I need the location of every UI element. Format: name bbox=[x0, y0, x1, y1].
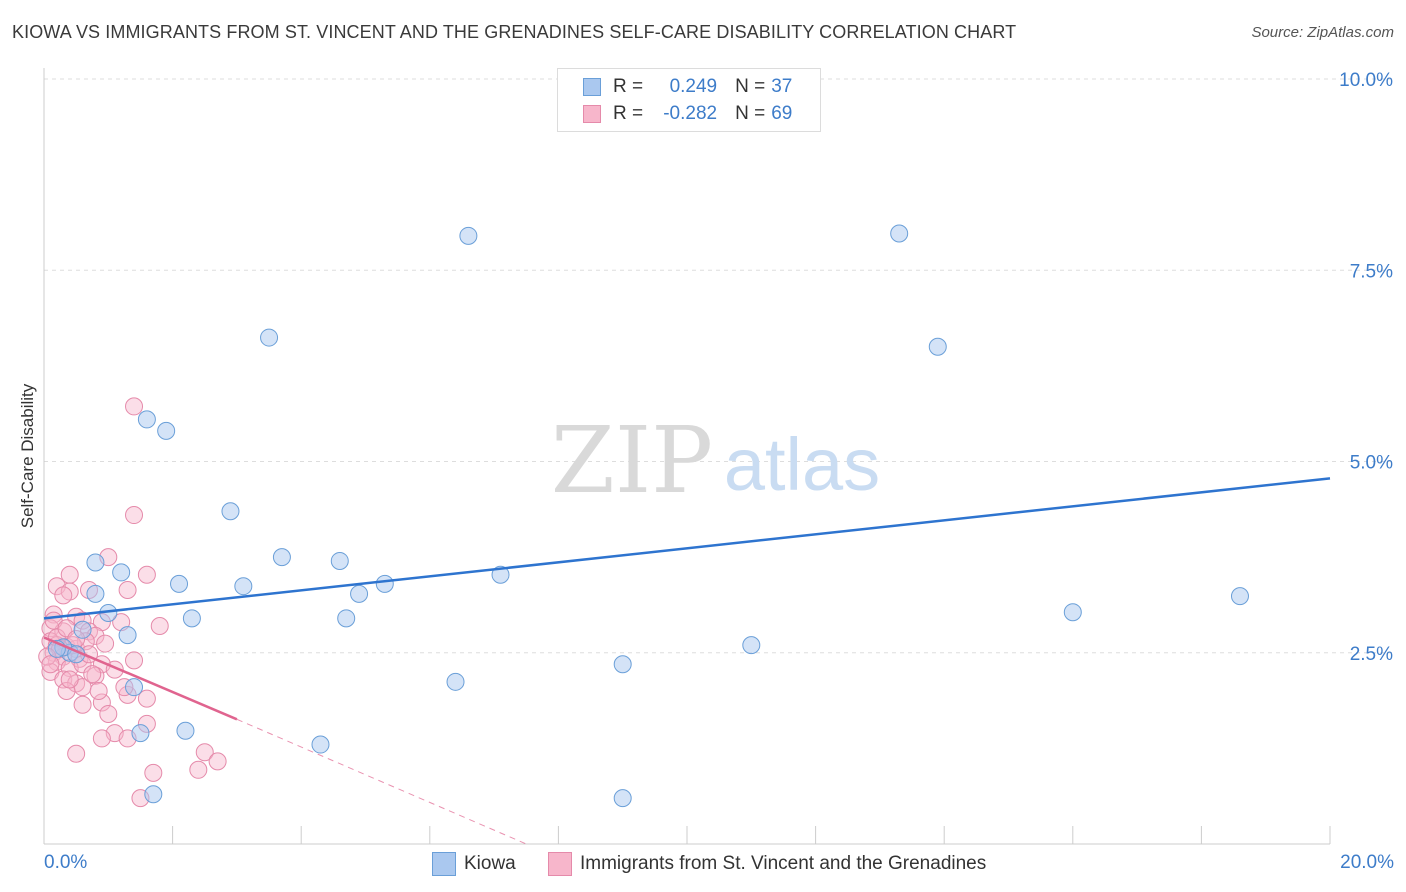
svg-point bbox=[208, 752, 227, 771]
kiowa-point bbox=[131, 724, 150, 743]
trend-lines bbox=[43, 477, 1331, 845]
source-label: Source: ZipAtlas.com bbox=[1251, 24, 1394, 41]
watermark-zip: ZIP bbox=[551, 407, 713, 514]
legend-item-kiowa[interactable]: Kiowa bbox=[432, 852, 516, 876]
svg-point bbox=[60, 670, 79, 689]
y-tick-label: 7.5% bbox=[1350, 261, 1393, 282]
kiowa-point bbox=[890, 224, 909, 243]
legend-kiowa-label: Kiowa bbox=[464, 853, 516, 874]
kiowa-point bbox=[137, 410, 156, 429]
watermark: ZIP atlas bbox=[551, 407, 880, 514]
svg-trend-line bbox=[43, 636, 238, 721]
legend-item-svg[interactable]: Immigrants from St. Vincent and the Gren… bbox=[548, 852, 986, 876]
svg-n-value: 69 bbox=[771, 103, 793, 124]
svg-point bbox=[144, 763, 163, 782]
stats-box: R = 0.249 N = 37 R = -0.282 N = 69 bbox=[557, 68, 821, 132]
kiowa-point bbox=[272, 548, 291, 567]
x-tick-label-max: 20.0% bbox=[1340, 852, 1394, 873]
svg-point bbox=[125, 397, 144, 416]
kiowa-point bbox=[928, 337, 947, 356]
kiowa-point bbox=[234, 577, 253, 596]
svg-point bbox=[83, 665, 102, 684]
kiowa-point bbox=[182, 609, 201, 628]
svg-point bbox=[150, 616, 169, 635]
series-kiowa-points bbox=[47, 224, 1249, 808]
y-tick-label: 5.0% bbox=[1350, 453, 1393, 474]
kiowa-point bbox=[144, 785, 163, 804]
legend: Kiowa Immigrants from St. Vincent and th… bbox=[0, 852, 1406, 876]
kiowa-point bbox=[221, 502, 240, 521]
stats-row-svg: R = -0.282 N = 69 bbox=[558, 102, 792, 126]
svg-point bbox=[118, 581, 137, 600]
kiowa-point bbox=[446, 672, 465, 691]
kiowa-point bbox=[491, 565, 510, 584]
svg-point bbox=[89, 682, 108, 700]
svg-point bbox=[86, 666, 105, 685]
svg-trend-extension bbox=[236, 718, 527, 845]
kiowa-point bbox=[337, 609, 356, 628]
legend-svg-label: Immigrants from St. Vincent and the Gren… bbox=[580, 853, 987, 874]
svg-point bbox=[99, 704, 118, 723]
svg-point bbox=[137, 689, 156, 708]
kiowa-point bbox=[73, 620, 92, 639]
kiowa-point bbox=[742, 636, 761, 655]
kiowa-point bbox=[459, 226, 478, 245]
y-tick-label: 10.0% bbox=[1339, 70, 1393, 91]
legend-svg-swatch bbox=[548, 852, 572, 876]
watermark-atlas: atlas bbox=[724, 423, 880, 506]
svg-swatch bbox=[583, 105, 601, 123]
kiowa-point bbox=[613, 655, 632, 674]
svg-point bbox=[54, 586, 73, 605]
svg-n-label: N = bbox=[735, 103, 766, 124]
kiowa-trend-line bbox=[43, 477, 1331, 620]
kiowa-point bbox=[1063, 603, 1082, 622]
x-tick-label-min: 0.0% bbox=[44, 852, 88, 873]
svg-point bbox=[92, 693, 111, 712]
kiowa-point bbox=[86, 553, 105, 572]
svg-point bbox=[41, 655, 60, 674]
svg-point bbox=[195, 743, 214, 762]
kiowa-point bbox=[260, 328, 279, 347]
legend-kiowa-swatch bbox=[432, 852, 456, 876]
svg-point bbox=[92, 729, 111, 748]
kiowa-point bbox=[176, 721, 195, 740]
svg-point bbox=[67, 744, 86, 763]
svg-point bbox=[137, 565, 156, 584]
svg-point bbox=[57, 682, 76, 700]
kiowa-point bbox=[350, 584, 369, 603]
kiowa-point bbox=[157, 421, 176, 440]
kiowa-point bbox=[375, 574, 394, 593]
kiowa-n-value: 37 bbox=[771, 76, 793, 97]
svg-point bbox=[125, 506, 144, 525]
kiowa-point bbox=[170, 574, 189, 593]
kiowa-r-label: R = bbox=[613, 76, 644, 97]
kiowa-r-value: 0.249 bbox=[669, 76, 718, 97]
svg-point bbox=[96, 634, 115, 653]
svg-r-value: -0.282 bbox=[663, 103, 718, 124]
y-tick-label: 2.5% bbox=[1350, 644, 1393, 665]
stats-row-kiowa: R = 0.249 N = 37 bbox=[558, 75, 792, 99]
kiowa-swatch bbox=[583, 78, 601, 96]
kiowa-point bbox=[125, 678, 144, 697]
y-tick-labels: 2.5% 5.0% 7.5% 10.0% bbox=[1339, 70, 1393, 665]
svg-r-label: R = bbox=[613, 103, 644, 124]
kiowa-n-label: N = bbox=[735, 76, 766, 97]
kiowa-point bbox=[112, 563, 131, 582]
kiowa-point bbox=[330, 551, 349, 570]
svg-point bbox=[73, 695, 92, 714]
kiowa-point bbox=[118, 626, 137, 645]
svg-point bbox=[189, 760, 208, 779]
kiowa-point bbox=[613, 789, 632, 808]
chart-title: KIOWA VS IMMIGRANTS FROM ST. VINCENT AND… bbox=[12, 22, 1017, 42]
kiowa-point bbox=[86, 584, 105, 603]
axes bbox=[43, 68, 1331, 845]
kiowa-point bbox=[311, 735, 330, 754]
grid-lines bbox=[44, 78, 1392, 654]
kiowa-point bbox=[1230, 587, 1249, 606]
svg-point bbox=[125, 651, 144, 670]
